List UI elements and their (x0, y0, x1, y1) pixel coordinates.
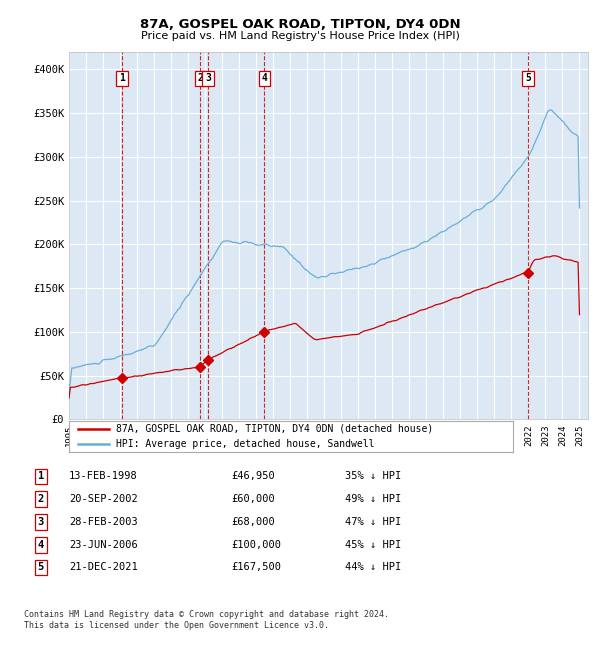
Text: 87A, GOSPEL OAK ROAD, TIPTON, DY4 0DN: 87A, GOSPEL OAK ROAD, TIPTON, DY4 0DN (140, 18, 460, 31)
Text: 23-JUN-2006: 23-JUN-2006 (69, 540, 138, 550)
Text: 3: 3 (38, 517, 44, 527)
Text: 35% ↓ HPI: 35% ↓ HPI (345, 471, 401, 482)
Text: 28-FEB-2003: 28-FEB-2003 (69, 517, 138, 527)
Text: £46,950: £46,950 (231, 471, 275, 482)
Text: HPI: Average price, detached house, Sandwell: HPI: Average price, detached house, Sand… (116, 439, 374, 449)
Text: Price paid vs. HM Land Registry's House Price Index (HPI): Price paid vs. HM Land Registry's House … (140, 31, 460, 41)
Text: 5: 5 (38, 562, 44, 573)
Text: 13-FEB-1998: 13-FEB-1998 (69, 471, 138, 482)
Text: 45% ↓ HPI: 45% ↓ HPI (345, 540, 401, 550)
Text: £100,000: £100,000 (231, 540, 281, 550)
Text: 3: 3 (205, 73, 211, 83)
Text: 1: 1 (38, 471, 44, 482)
Text: £167,500: £167,500 (231, 562, 281, 573)
Text: 47% ↓ HPI: 47% ↓ HPI (345, 517, 401, 527)
Text: 2: 2 (38, 494, 44, 504)
Text: £68,000: £68,000 (231, 517, 275, 527)
Text: 87A, GOSPEL OAK ROAD, TIPTON, DY4 0DN (detached house): 87A, GOSPEL OAK ROAD, TIPTON, DY4 0DN (d… (116, 424, 433, 434)
Text: 21-DEC-2021: 21-DEC-2021 (69, 562, 138, 573)
Text: 44% ↓ HPI: 44% ↓ HPI (345, 562, 401, 573)
Text: 4: 4 (261, 73, 267, 83)
Text: £60,000: £60,000 (231, 494, 275, 504)
Text: 2: 2 (197, 73, 203, 83)
Text: 49% ↓ HPI: 49% ↓ HPI (345, 494, 401, 504)
Text: 4: 4 (38, 540, 44, 550)
Text: Contains HM Land Registry data © Crown copyright and database right 2024.: Contains HM Land Registry data © Crown c… (24, 610, 389, 619)
Text: 1: 1 (119, 73, 125, 83)
Text: This data is licensed under the Open Government Licence v3.0.: This data is licensed under the Open Gov… (24, 621, 329, 630)
Text: 5: 5 (525, 73, 531, 83)
Text: 20-SEP-2002: 20-SEP-2002 (69, 494, 138, 504)
